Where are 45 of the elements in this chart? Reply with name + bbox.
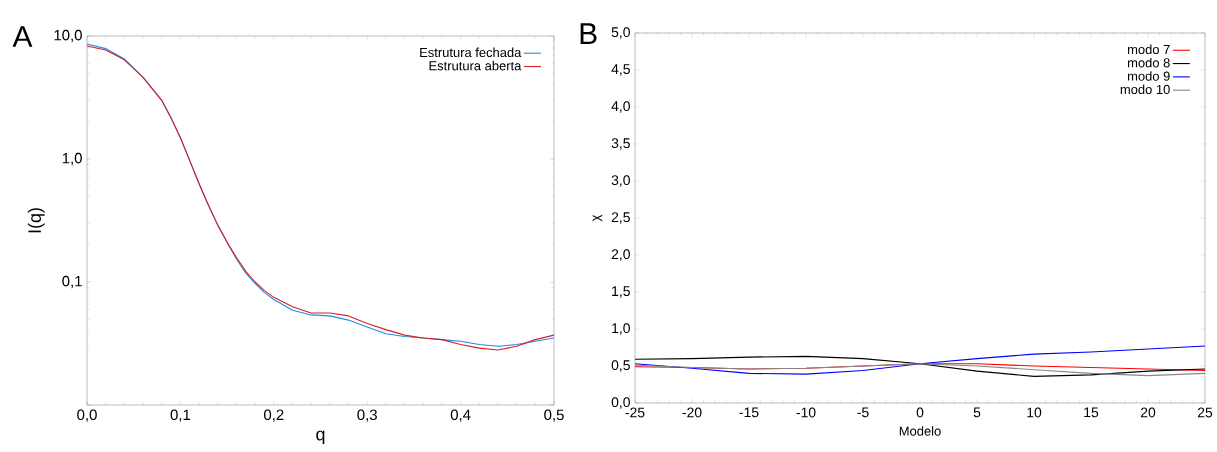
- legend-label: Estrutura fechada: [420, 47, 522, 58]
- y-tick-label: 0,0: [611, 397, 630, 409]
- x-tick-label: -10: [796, 407, 816, 418]
- x-axis-title: q: [316, 430, 325, 445]
- x-tick-label: -20: [682, 407, 702, 418]
- y-tick-label: 1,5: [612, 286, 630, 298]
- x-tick-label: 0,3: [357, 409, 377, 422]
- y-axis-title: χ: [592, 214, 603, 222]
- x-tick-label: 5: [973, 407, 981, 418]
- y-tick-label: 0,5: [611, 360, 630, 372]
- line-series: [634, 355, 1206, 377]
- x-tick-label: -5: [857, 407, 869, 418]
- y-tick-label: 1,0: [62, 152, 82, 166]
- legend-label: Estrutura aberta: [429, 60, 522, 71]
- legend-label: modo 9: [1127, 71, 1170, 81]
- x-tick-label: 20: [1140, 407, 1156, 418]
- x-tick-label: 25: [1197, 407, 1213, 418]
- y-tick-label: 0,1: [62, 275, 82, 289]
- x-tick-label: 0,4: [450, 409, 471, 422]
- x-tick-label: 0,1: [170, 409, 191, 422]
- y-axis-title: I(q): [27, 208, 45, 233]
- y-tick-label: 3,0: [611, 175, 630, 187]
- x-tick-label: -25: [625, 407, 645, 418]
- y-tick-label: 2,5: [611, 212, 630, 224]
- text: B: [580, 23, 597, 44]
- y-tick-label: 3,5: [611, 138, 630, 150]
- x-tick-label: 10: [1027, 407, 1042, 418]
- line-series: [634, 363, 1206, 377]
- legend-label: modo 8: [1127, 57, 1170, 68]
- legend-label: modo 10: [1120, 84, 1170, 95]
- x-tick-label: 0,2: [264, 409, 284, 422]
- y-tick-label: 4,0: [611, 101, 630, 113]
- y-tick-label: 10,0: [54, 29, 82, 43]
- x-tick-label: 0: [916, 407, 924, 418]
- x-axis-title: Modelo: [899, 426, 941, 436]
- y-tick-label: 2,0: [611, 249, 630, 261]
- legend-label: modo 7: [1127, 44, 1170, 55]
- text: A: [12, 26, 33, 47]
- x-tick-label: 0,5: [544, 409, 564, 422]
- y-tick-label: 4,5: [611, 64, 630, 76]
- x-tick-label: 15: [1084, 407, 1099, 418]
- x-tick-label: -15: [739, 407, 759, 418]
- y-tick-label: 1,0: [612, 323, 630, 335]
- x-tick-label: 0,0: [77, 409, 97, 422]
- y-tick-label: 5,0: [611, 27, 630, 39]
